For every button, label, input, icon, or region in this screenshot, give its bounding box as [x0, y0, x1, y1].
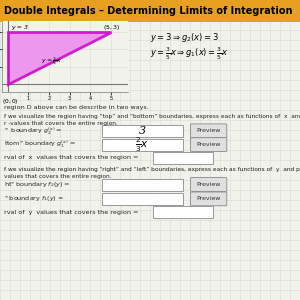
Bar [102, 193, 183, 205]
Text: $\frac{2}{3}x$: $\frac{2}{3}x$ [135, 135, 150, 154]
Text: $(0,0)$: $(0,0)$ [2, 98, 19, 106]
Text: " boundary $f_1(y)$ =: " boundary $f_1(y)$ = [4, 194, 64, 203]
Text: "  boundary $g_2^{(x)}$ =: " boundary $g_2^{(x)}$ = [4, 125, 62, 136]
Text: f we visualize the region having “top” and “bottom” boundaries, express each as : f we visualize the region having “top” a… [4, 114, 300, 119]
Bar [0, 0, 300, 22]
Text: 3: 3 [139, 126, 146, 136]
Text: $y=3 \Rightarrow g_2(x)=3$: $y=3 \Rightarrow g_2(x)=3$ [150, 31, 219, 44]
Bar [153, 206, 213, 218]
Bar [102, 125, 183, 137]
Text: values that covers the entire region.: values that covers the entire region. [4, 174, 111, 179]
Text: rval of  x  values that covers the region =: rval of x values that covers the region … [4, 155, 138, 160]
Text: $(5,3)$: $(5,3)$ [103, 23, 120, 32]
Text: ttom" boundary $g_1^{(x)}$ =: ttom" boundary $g_1^{(x)}$ = [4, 139, 76, 150]
FancyBboxPatch shape [190, 138, 227, 152]
FancyBboxPatch shape [190, 178, 227, 191]
Text: Double Integrals – Determining Limits of Integration: Double Integrals – Determining Limits of… [4, 6, 292, 16]
FancyBboxPatch shape [190, 124, 227, 138]
Bar [153, 152, 213, 164]
Text: Preview: Preview [196, 128, 221, 133]
Text: Preview: Preview [196, 142, 221, 147]
Text: ht" boundary $f_2(y)$ =: ht" boundary $f_2(y)$ = [4, 180, 70, 189]
Text: rval of  y  values that covers the region =: rval of y values that covers the region … [4, 210, 138, 214]
Text: Preview: Preview [196, 196, 221, 201]
Text: region D above can be describe in two ways.: region D above can be describe in two wa… [4, 105, 149, 110]
Text: y = 3: y = 3 [11, 26, 28, 31]
Bar [102, 178, 183, 190]
Text: Preview: Preview [196, 182, 221, 187]
Bar [102, 139, 183, 151]
Text: f we visualize the region having “right” and “left” boundaries, express each as : f we visualize the region having “right”… [4, 167, 300, 172]
Polygon shape [8, 32, 111, 85]
FancyBboxPatch shape [190, 192, 227, 206]
Text: $y=\frac{3}{5}x$: $y=\frac{3}{5}x$ [41, 55, 62, 67]
Text: r -values that covers the entire region.: r -values that covers the entire region. [4, 121, 118, 126]
Text: $y=\frac{3}{5}x \Rightarrow g_1(x)=\frac{3}{5}x$: $y=\frac{3}{5}x \Rightarrow g_1(x)=\frac… [150, 46, 228, 62]
